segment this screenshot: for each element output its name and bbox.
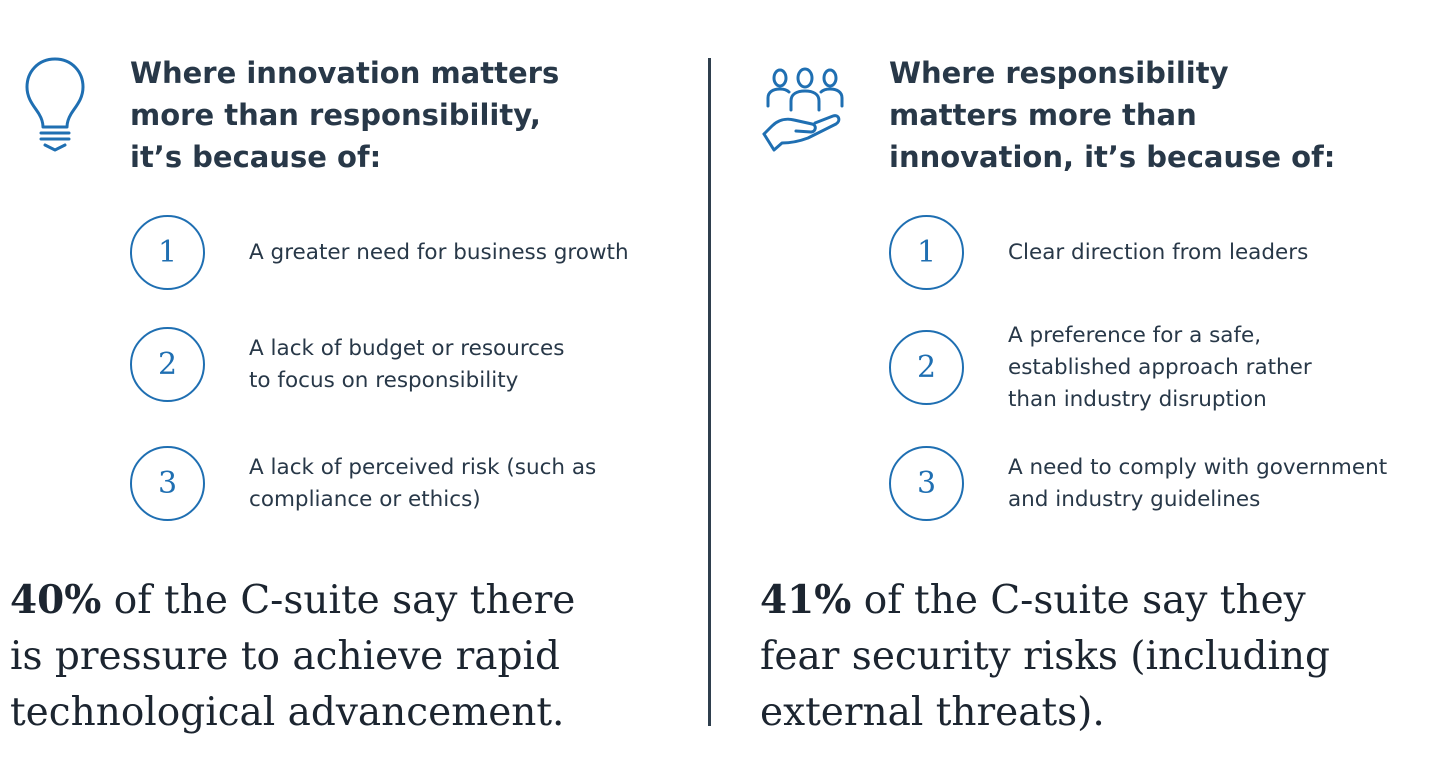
- item-text: A preference for a safe, established app…: [1008, 320, 1312, 416]
- stat-line: is pressure to achieve rapid: [10, 634, 560, 679]
- item-text-line: A greater need for business growth: [249, 240, 629, 265]
- list-item: 1 A greater need for business growth: [130, 215, 750, 291]
- stat-line: external threats).: [760, 690, 1105, 735]
- number-badge: 1: [130, 215, 205, 290]
- list-item: 2 A preference for a safe, established a…: [889, 323, 1446, 412]
- item-text: Clear direction from leaders: [1008, 237, 1308, 269]
- heading-line: more than responsibility,: [130, 98, 541, 132]
- responsibility-heading: Where responsibility matters more than i…: [889, 52, 1335, 178]
- number-badge: 3: [130, 446, 205, 521]
- stat-text: of the C-suite say there: [101, 578, 576, 623]
- innovation-reasons-list: 1 A greater need for business growth 2 A…: [0, 0, 708, 782]
- stat-line: 41% of the C-suite say they: [760, 572, 1330, 629]
- item-text: A lack of perceived risk (such as compli…: [249, 452, 596, 516]
- heading-line: Where responsibility: [889, 56, 1229, 90]
- item-text-line: A lack of perceived risk (such as: [249, 455, 597, 480]
- number-badge: 2: [889, 330, 964, 405]
- innovation-stat: 40% of the C-suite say there is pressure…: [10, 572, 575, 741]
- item-text-line: compliance or ethics): [249, 487, 481, 512]
- item-text: A greater need for business growth: [249, 237, 629, 269]
- stat-percent: 41%: [760, 577, 852, 623]
- list-item: 3 A lack of perceived risk (such as comp…: [130, 446, 750, 522]
- stat-text: of the C-suite say they: [851, 578, 1306, 623]
- people-in-hand-icon: [762, 67, 844, 152]
- number-badge: 3: [889, 446, 964, 521]
- item-text: A need to comply with government and ind…: [1008, 452, 1387, 516]
- number-badge: 2: [130, 327, 205, 402]
- responsibility-reasons-list: 1 Clear direction from leaders 2 A prefe…: [712, 0, 1446, 782]
- heading-line: innovation, it’s because of:: [889, 140, 1336, 174]
- heading-line: matters more than: [889, 98, 1197, 132]
- number-badge: 1: [889, 215, 964, 290]
- list-item: 1 Clear direction from leaders: [889, 215, 1446, 291]
- list-item: 3 A need to comply with government and i…: [889, 446, 1446, 522]
- item-text-line: to focus on responsibility: [249, 368, 519, 393]
- item-text-line: than industry disruption: [1008, 387, 1267, 412]
- stat-line: technological advancement.: [10, 690, 565, 735]
- item-text-line: A preference for a safe,: [1008, 323, 1262, 348]
- item-text-line: Clear direction from leaders: [1008, 240, 1309, 265]
- item-text-line: A lack of budget or resources: [249, 336, 565, 361]
- list-item: 2 A lack of budget or resources to focus…: [130, 327, 750, 403]
- lightbulb-icon: [25, 57, 85, 152]
- item-text-line: A need to comply with government: [1008, 455, 1388, 480]
- item-text-line: established approach rather: [1008, 355, 1312, 380]
- stat-percent: 40%: [10, 577, 102, 623]
- stat-line: fear security risks (including: [760, 634, 1331, 679]
- item-text: A lack of budget or resources to focus o…: [249, 333, 564, 397]
- innovation-column: Where innovation matters more than respo…: [0, 0, 708, 782]
- heading-line: Where innovation matters: [130, 56, 560, 90]
- item-text-line: and industry guidelines: [1008, 487, 1261, 512]
- responsibility-column: Where responsibility matters more than i…: [712, 0, 1446, 782]
- stat-line: 40% of the C-suite say there: [10, 572, 575, 629]
- responsibility-stat: 41% of the C-suite say they fear securit…: [760, 572, 1330, 741]
- innovation-heading: Where innovation matters more than respo…: [130, 52, 559, 178]
- heading-line: it’s because of:: [130, 140, 382, 174]
- column-divider: [708, 58, 711, 726]
